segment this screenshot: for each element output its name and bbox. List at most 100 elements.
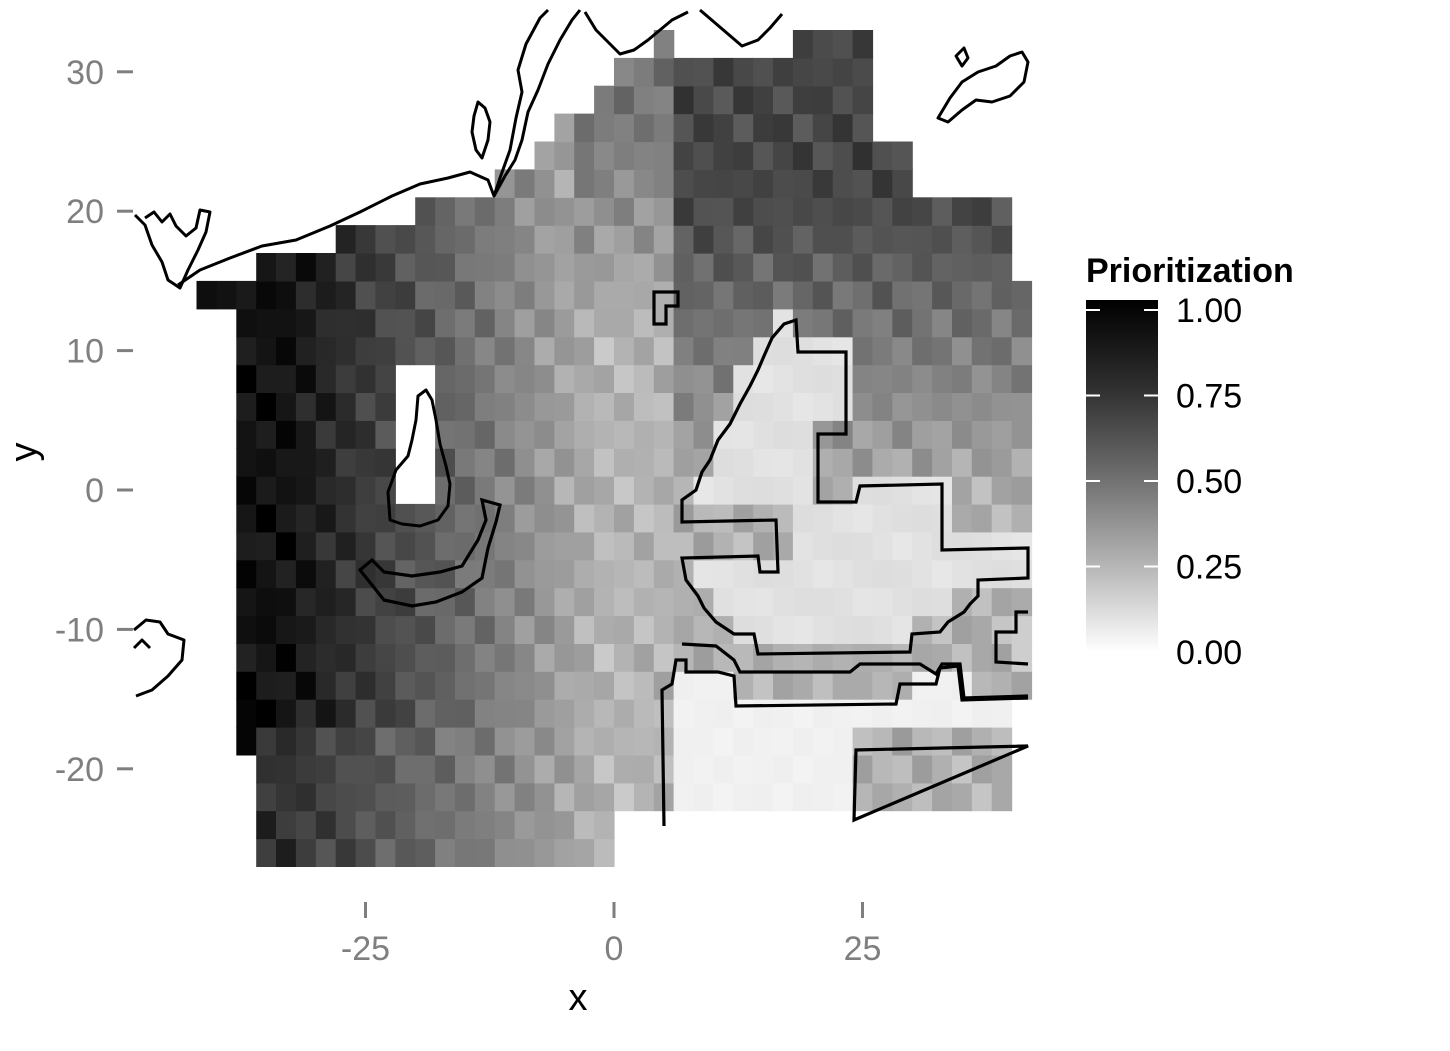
heatmap-cell	[713, 141, 734, 170]
heatmap-cell	[494, 699, 516, 728]
heatmap-cell	[673, 308, 695, 338]
heatmap-cell	[554, 754, 575, 784]
northeast-islet	[954, 46, 970, 68]
heatmap-cell	[753, 113, 774, 143]
heatmap-cell	[952, 308, 973, 338]
heatmap-cell	[872, 448, 893, 477]
heatmap-cell	[256, 476, 277, 505]
heatmap-cell	[991, 448, 1013, 477]
heatmap-cell	[653, 392, 675, 421]
heatmap-cell	[832, 503, 854, 533]
heatmap-cell	[952, 364, 973, 393]
heatmap-cell	[852, 280, 874, 310]
heatmap-cell	[852, 141, 874, 170]
heatmap-cell	[216, 280, 237, 310]
heatmap-cell	[614, 727, 635, 756]
heatmap-cell	[653, 141, 675, 170]
heatmap-cell	[832, 280, 854, 310]
heatmap-cell	[435, 531, 456, 561]
heatmap-cell	[653, 587, 675, 617]
heatmap-cell	[455, 587, 476, 617]
heatmap-cell	[534, 141, 555, 170]
heatmap-cell	[733, 169, 754, 198]
heatmap-cell	[315, 364, 337, 393]
heatmap-cell	[514, 810, 536, 840]
heatmap-cell	[792, 253, 814, 282]
heatmap-cell	[554, 671, 575, 700]
heatmap-cell	[812, 392, 834, 421]
heatmap-cell	[733, 197, 754, 226]
heatmap-cell	[355, 810, 377, 840]
heatmap-cell	[812, 85, 834, 115]
heatmap-cell	[315, 531, 337, 561]
heatmap-cell	[335, 253, 357, 282]
heatmap-cell	[932, 782, 953, 812]
heatmap-cell	[832, 30, 854, 59]
heatmap-cell	[852, 253, 874, 282]
heatmap-cell	[455, 838, 476, 867]
heatmap-cell	[236, 503, 257, 533]
heatmap-cell	[554, 782, 575, 812]
heatmap-cell	[514, 364, 536, 393]
heatmap-cell	[693, 503, 714, 533]
heatmap-cell	[633, 364, 655, 393]
heatmap-cell	[236, 671, 257, 700]
heatmap-cell	[673, 503, 695, 533]
heatmap-cell	[753, 503, 774, 533]
heatmap-cell	[653, 699, 675, 728]
heatmap-cell	[455, 671, 476, 700]
heatmap-cell	[912, 476, 933, 505]
heatmap-cell	[594, 754, 615, 784]
heatmap-cell	[375, 280, 396, 310]
heatmap-cell	[733, 253, 754, 282]
heatmap-cell	[514, 476, 536, 505]
heatmap-cell	[792, 754, 814, 784]
heatmap-cell	[614, 280, 635, 310]
heatmap-cell	[753, 169, 774, 198]
heatmap-cell	[633, 280, 655, 310]
heatmap-cell	[594, 85, 615, 115]
heatmap-cell	[494, 810, 516, 840]
heatmap-cell	[952, 280, 973, 310]
heatmap-cell	[415, 699, 436, 728]
heatmap-cell	[236, 392, 257, 421]
heatmap-cell	[693, 169, 714, 198]
heatmap-cell	[395, 699, 416, 728]
heatmap-cell	[932, 364, 953, 393]
heatmap-cell	[832, 782, 854, 812]
heatmap-cell	[435, 810, 456, 840]
heatmap-cell	[196, 280, 217, 310]
heatmap-cell	[435, 699, 456, 728]
heatmap-cell	[375, 810, 396, 840]
heatmap-cell	[335, 671, 357, 700]
heatmap-cell	[534, 253, 555, 282]
heatmap-cell	[792, 57, 814, 87]
heatmap-cell	[236, 559, 257, 589]
heatmap-cell	[295, 643, 317, 672]
heatmap-cell	[932, 587, 953, 617]
heatmap-cell	[574, 838, 595, 867]
heatmap-cell	[455, 197, 476, 226]
heatmap-cell	[455, 643, 476, 672]
heatmap-cell	[514, 727, 536, 756]
heatmap-cell	[792, 225, 814, 254]
heatmap-cell	[514, 587, 536, 617]
heatmap-cell	[594, 671, 615, 700]
heatmap-cell	[335, 810, 357, 840]
heatmap-cell	[474, 308, 496, 338]
heatmap-cell	[892, 727, 913, 756]
heatmap-cell	[733, 727, 754, 756]
heatmap-cell	[335, 225, 357, 254]
heatmap-cell	[335, 782, 357, 812]
heatmap-cell	[474, 476, 496, 505]
heatmap-cell	[912, 448, 933, 477]
heatmap-cell	[435, 308, 456, 338]
heatmap-cell	[494, 615, 516, 644]
heatmap-cell	[713, 615, 734, 644]
heatmap-cell	[594, 169, 615, 198]
heatmap-cell	[435, 225, 456, 254]
heatmap-cell	[713, 671, 734, 700]
heatmap-cell	[554, 838, 575, 867]
heatmap-cell	[773, 643, 794, 672]
